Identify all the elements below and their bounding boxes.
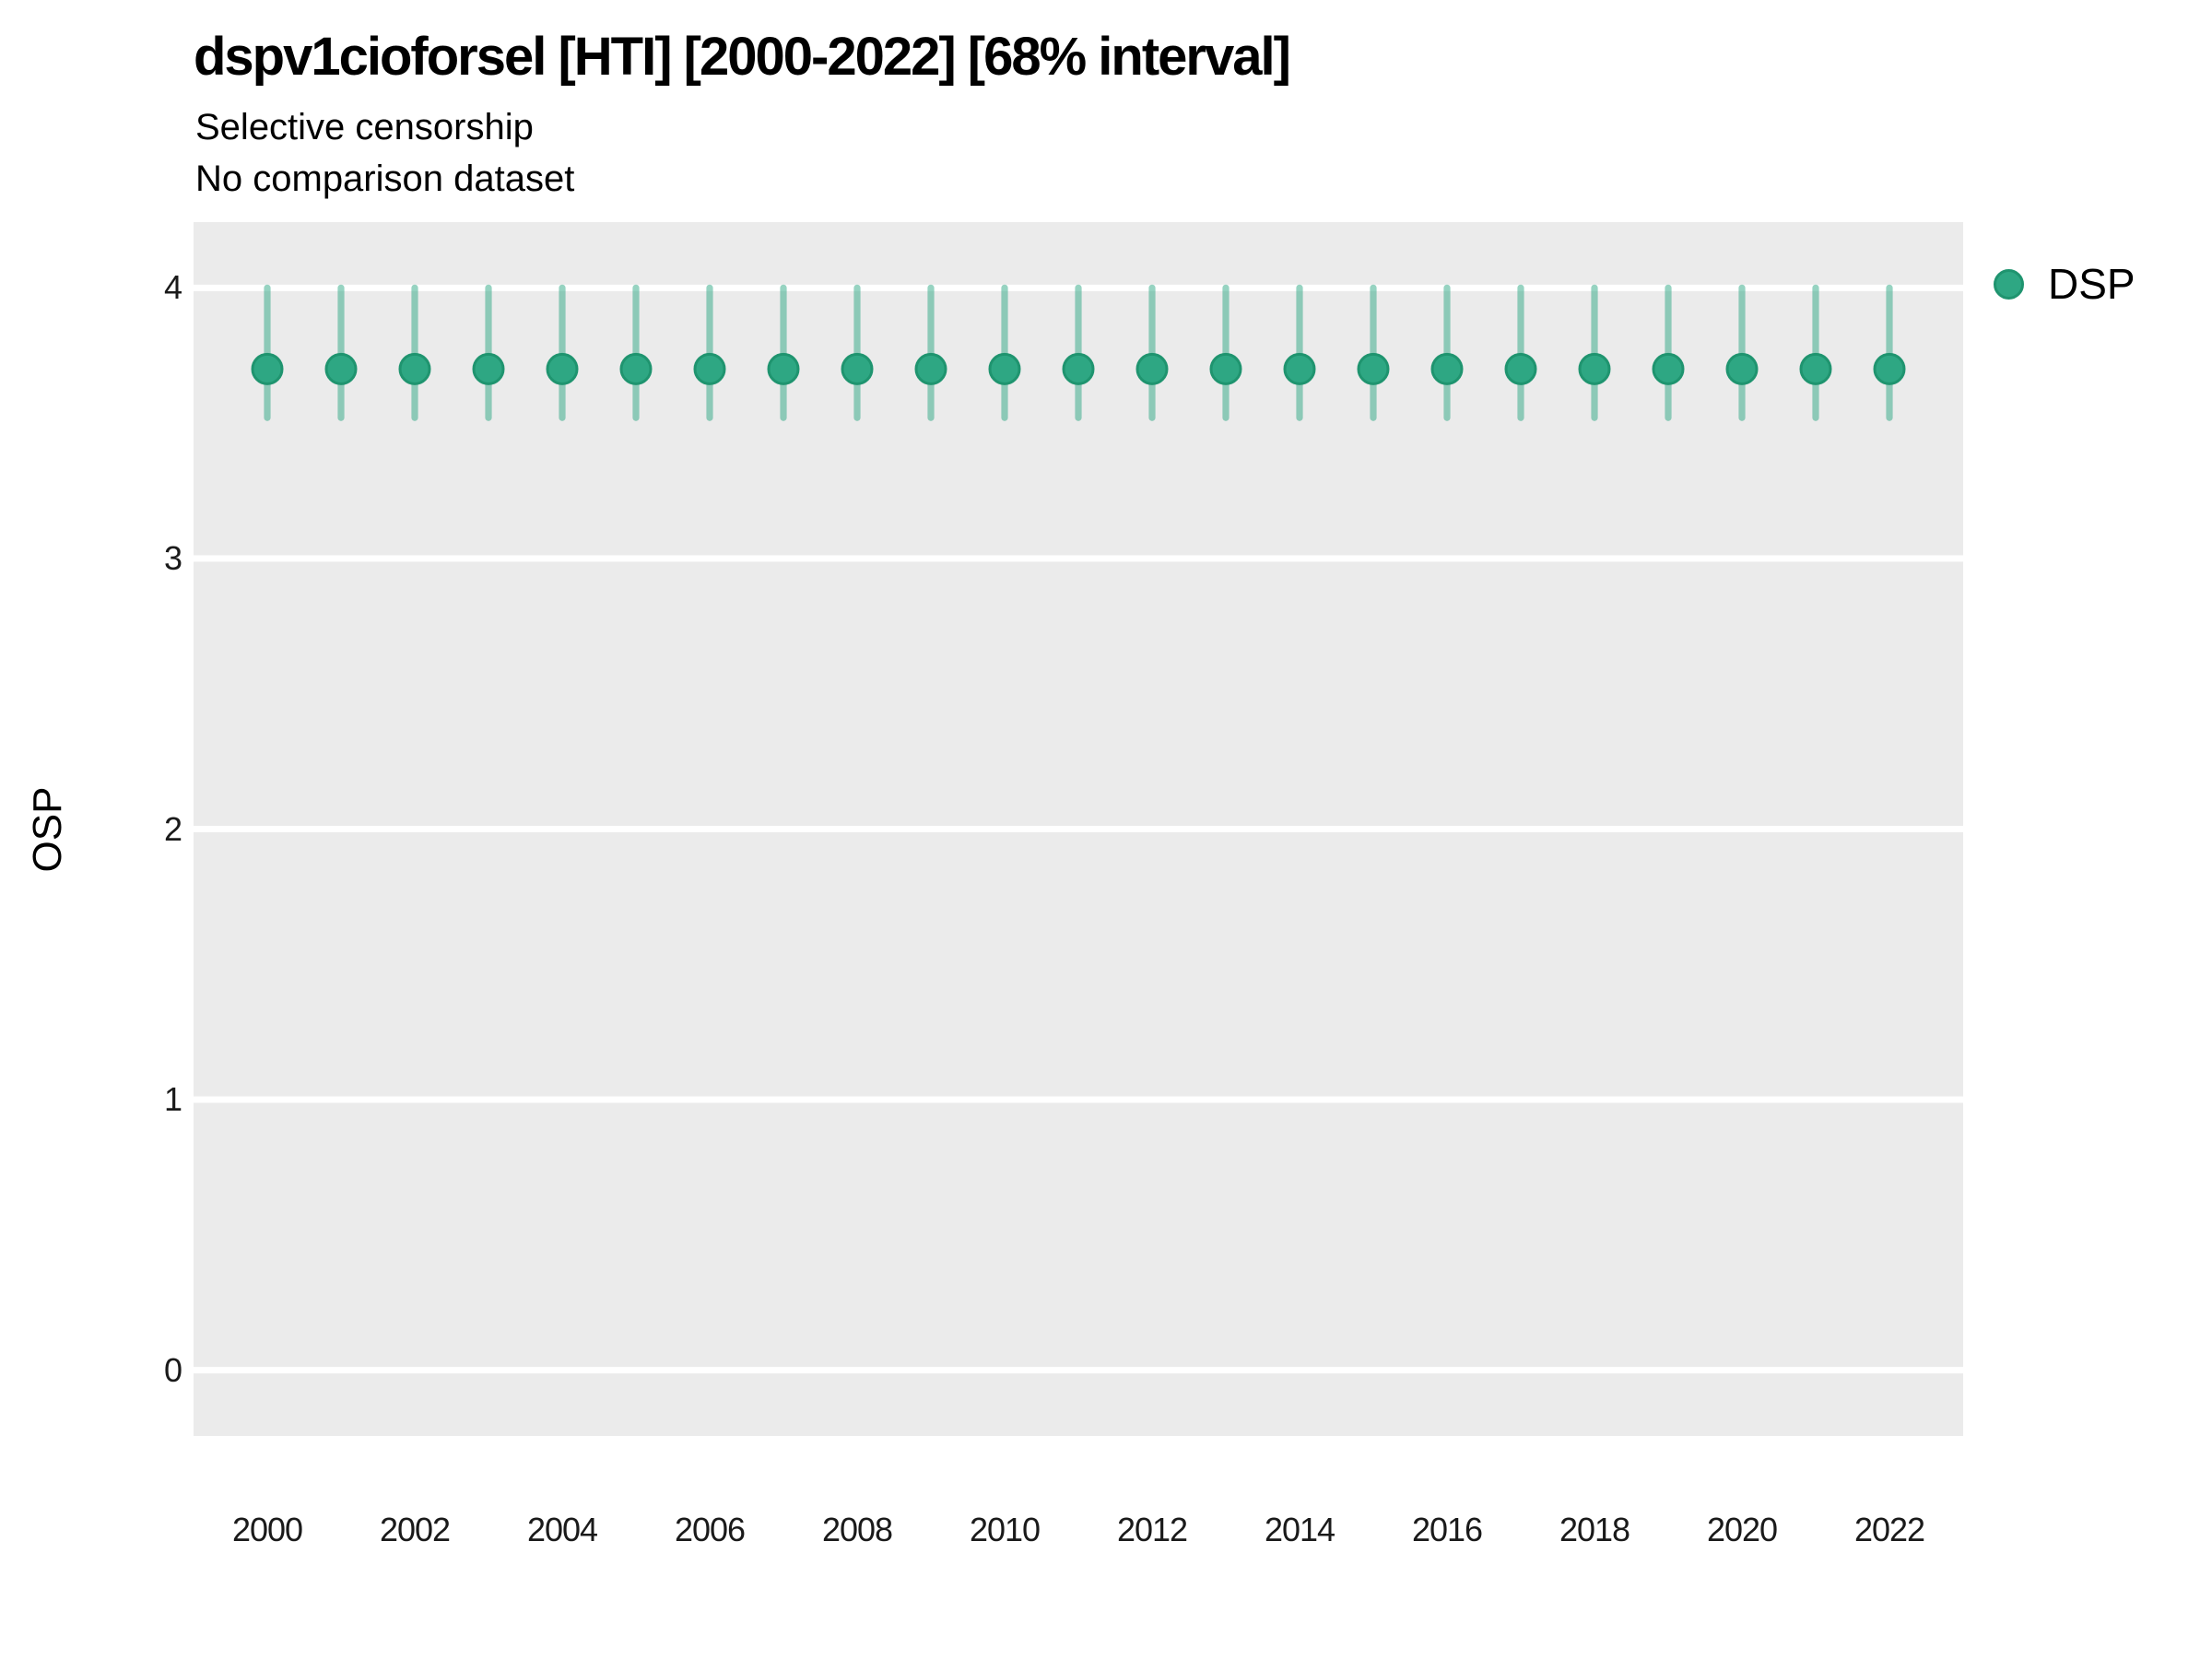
error-bar	[1001, 284, 1008, 421]
y-axis-tick-label: 1	[163, 1080, 182, 1119]
data-point	[1062, 352, 1095, 385]
error-bar	[559, 284, 566, 421]
data-point	[1725, 352, 1759, 385]
data-point	[1135, 352, 1169, 385]
y-axis-tick-label: 3	[163, 538, 182, 577]
legend-marker-icon	[1994, 268, 2024, 300]
error-bar	[780, 284, 787, 421]
x-axis-tick-label: 2010	[969, 1511, 1041, 1548]
data-point	[693, 352, 726, 385]
data-point	[398, 352, 431, 385]
error-bar	[1296, 284, 1303, 421]
error-bar	[1665, 284, 1672, 421]
data-point	[1430, 352, 1464, 385]
error-bar	[706, 284, 713, 421]
error-bar	[853, 284, 861, 421]
legend-label: DSP	[2048, 260, 2136, 308]
data-point	[1209, 352, 1242, 385]
error-bar	[1738, 284, 1746, 421]
data-point	[324, 352, 358, 385]
x-axis-tick-label: 2004	[526, 1511, 598, 1548]
data-point	[1283, 352, 1316, 385]
error-bar	[1148, 284, 1156, 421]
x-axis-tick-label: 2012	[1116, 1511, 1188, 1548]
data-point	[546, 352, 579, 385]
y-axis-title: OSP	[25, 786, 70, 873]
x-axis-tick-label: 2002	[379, 1511, 451, 1548]
gridline	[194, 555, 1963, 562]
error-bar	[927, 284, 935, 421]
error-bar	[411, 284, 418, 421]
y-axis-tick-label: 4	[163, 268, 182, 307]
data-point	[767, 352, 800, 385]
data-point	[1799, 352, 1832, 385]
error-bar	[1370, 284, 1377, 421]
error-bar	[337, 284, 345, 421]
x-axis-tick-label: 2006	[674, 1511, 746, 1548]
error-bar	[1443, 284, 1451, 421]
x-axis-tick-label: 2018	[1559, 1511, 1630, 1548]
data-point	[1357, 352, 1390, 385]
error-bar	[485, 284, 492, 421]
error-bar	[1222, 284, 1230, 421]
chart-subtitle-line1: Selective censorship	[195, 107, 534, 147]
y-axis-tick-label: 0	[163, 1350, 182, 1389]
error-bar	[264, 284, 271, 421]
error-bar	[632, 284, 640, 421]
data-point	[841, 352, 874, 385]
data-point	[914, 352, 947, 385]
data-point	[1504, 352, 1537, 385]
chart-subtitle: Selective censorship No comparison datas…	[195, 101, 574, 205]
gridline	[194, 1367, 1963, 1374]
gridline	[194, 826, 1963, 832]
data-point	[251, 352, 284, 385]
data-point	[1578, 352, 1611, 385]
x-axis-tick-label: 2014	[1264, 1511, 1335, 1548]
data-point	[1873, 352, 1906, 385]
error-bar	[1517, 284, 1524, 421]
gridline	[194, 1096, 1963, 1103]
data-point	[988, 352, 1021, 385]
error-bar	[1812, 284, 1819, 421]
error-bar	[1591, 284, 1598, 421]
error-bar	[1075, 284, 1082, 421]
x-axis-tick-label: 2016	[1411, 1511, 1483, 1548]
x-axis-tick-label: 2022	[1853, 1511, 1925, 1548]
chart-title: dspv1cioforsel [HTI] [2000-2022] [68% in…	[194, 27, 1291, 87]
chart-subtitle-line2: No comparison dataset	[195, 159, 575, 199]
y-axis-tick-label: 2	[163, 809, 182, 848]
data-point	[472, 352, 505, 385]
data-point	[1652, 352, 1685, 385]
error-bar	[1886, 284, 1893, 421]
x-axis-tick-label: 2008	[821, 1511, 893, 1548]
x-axis-tick-label: 2020	[1706, 1511, 1778, 1548]
data-point	[619, 352, 653, 385]
x-axis-tick-label: 2000	[231, 1511, 303, 1548]
legend: DSP	[1994, 259, 2136, 309]
